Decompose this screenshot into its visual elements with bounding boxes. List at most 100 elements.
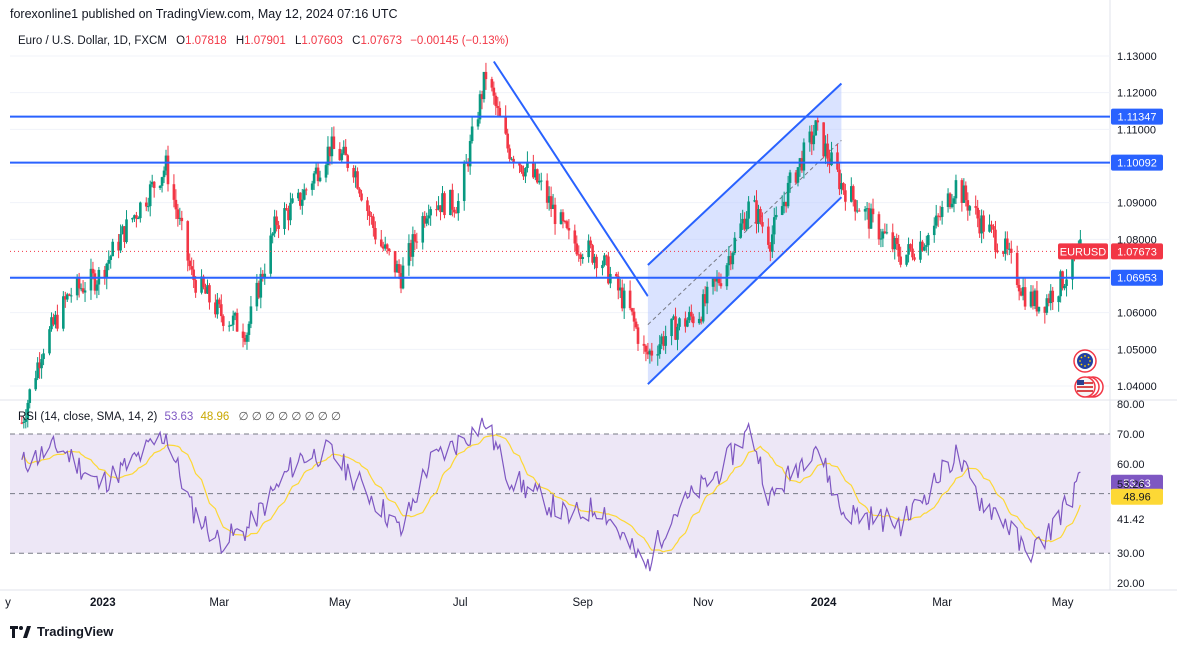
candle-body [289, 202, 292, 221]
candle-body [642, 343, 646, 346]
candle-body [93, 273, 97, 291]
candle-body [456, 201, 460, 214]
candle-body [842, 183, 845, 191]
candle-body [1045, 298, 1049, 313]
candle-body [753, 200, 756, 202]
candle-body [996, 250, 999, 253]
candle-body [1019, 291, 1023, 296]
candle-body [482, 71, 486, 100]
candle-body [478, 94, 482, 120]
candle-body [936, 215, 940, 217]
tradingview-footer[interactable]: TradingView [10, 624, 113, 639]
candle-body [966, 200, 970, 211]
rsi-value-tag-text: 53.63 [1123, 478, 1151, 490]
trend-line-down [493, 60, 649, 297]
candle-body [510, 158, 513, 160]
candle-body [674, 316, 677, 340]
candle-body [628, 290, 632, 309]
candle-body [686, 320, 689, 327]
candle-body [352, 167, 355, 178]
candle-body [245, 334, 249, 342]
candle-body [476, 119, 480, 127]
candle-body [636, 327, 640, 344]
rsi-label[interactable]: RSI (14, close, SMA, 14, 2) [18, 411, 158, 423]
price-tag-text: 1.11347 [1118, 112, 1157, 124]
candle-body [814, 120, 818, 136]
candle-body [871, 208, 875, 215]
candle-body [117, 241, 120, 251]
candle-body [255, 282, 259, 307]
candle-body [535, 169, 539, 183]
candle-body [733, 237, 737, 254]
candle-body [89, 268, 93, 291]
candle-body [731, 253, 735, 265]
candle-body [137, 218, 140, 220]
candle-body [423, 216, 427, 224]
candle-body [964, 185, 968, 201]
price-tag-last: 1.07673 [1111, 243, 1163, 260]
price-tick-label: 1.13000 [1117, 51, 1157, 63]
candle-body [139, 202, 142, 219]
candle-body [216, 299, 219, 315]
candle-body [960, 180, 964, 203]
candle-body [909, 244, 912, 249]
candle-body [867, 208, 871, 229]
candle-body [616, 276, 620, 291]
candle-body [857, 210, 861, 212]
candle-body [204, 287, 207, 294]
candle-body [614, 273, 618, 277]
candle-body [494, 95, 498, 107]
candle-body [688, 311, 691, 321]
candle-body [782, 201, 786, 207]
candle-body [573, 230, 577, 244]
time-tick-label: 2023 [90, 597, 116, 609]
candle-body [34, 378, 37, 390]
candle-body [48, 329, 51, 354]
axes: 1.130001.120001.110001.100001.090001.080… [5, 51, 1163, 609]
high-value: 1.07901 [244, 35, 286, 47]
candle-body [257, 282, 261, 298]
candle-body [190, 266, 193, 270]
candle-body [1037, 306, 1041, 312]
candle-body [905, 254, 908, 265]
candle-body [976, 207, 979, 219]
candle-body [229, 324, 233, 326]
symbol-name[interactable]: Euro / U.S. Dollar, 1D, FXCM [18, 35, 167, 47]
candle-body [496, 106, 500, 108]
candle-body [853, 199, 857, 212]
candle-body [921, 241, 924, 251]
price-tag-level: 1.11347 [1111, 108, 1163, 125]
candle-body [526, 161, 529, 169]
candle-body [676, 326, 679, 340]
rsi-tick-label: 30.00 [1117, 548, 1145, 560]
candle-body [545, 180, 549, 203]
price-tick-label: 1.06000 [1117, 308, 1157, 320]
candle-body [1051, 290, 1055, 303]
candle-body [261, 273, 265, 279]
candle-body [883, 231, 887, 233]
candle-body [326, 146, 330, 166]
candle-body [214, 302, 217, 315]
candle-body [591, 245, 594, 263]
candle-body [366, 200, 369, 212]
candle-body [838, 169, 841, 190]
candle-body [166, 155, 170, 185]
candle-body [705, 286, 709, 304]
candle-body [524, 168, 527, 177]
candle-body [111, 241, 114, 257]
candle-body [297, 192, 300, 199]
time-tick-label: May [1052, 597, 1074, 609]
candle-body [1006, 238, 1009, 249]
candle-body [630, 308, 634, 312]
candle-body [65, 294, 69, 300]
us-flag-icon [1074, 376, 1104, 398]
candle-body [786, 182, 790, 207]
candle-body [52, 317, 55, 325]
candle-body [95, 284, 99, 291]
rsi-sma-value: 48.96 [200, 411, 230, 423]
candle-body [794, 172, 798, 183]
rsi-tick-label: 53.26 [1117, 479, 1145, 491]
candle-body [717, 278, 721, 284]
candle-body [455, 212, 458, 214]
